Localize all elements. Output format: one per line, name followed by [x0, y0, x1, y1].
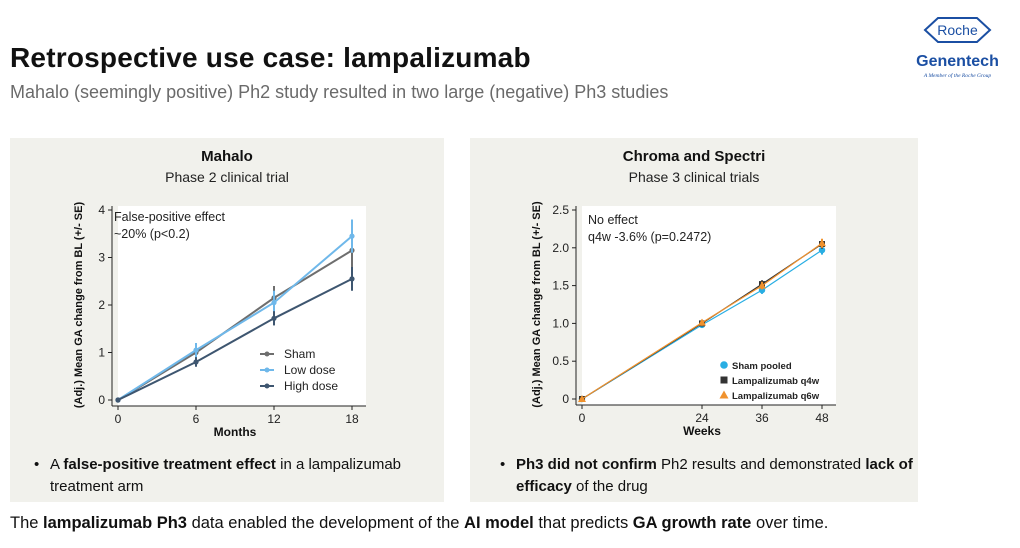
x-axis-label: Months [214, 425, 257, 439]
x-tick-label: 18 [345, 412, 359, 426]
roche-genentech-logo: Roche Genentech A Member of the Roche Gr… [916, 17, 999, 79]
y-tick-label: 2.0 [552, 241, 569, 255]
data-point [758, 281, 766, 289]
data-point [193, 347, 199, 353]
x-tick-label: 36 [755, 411, 769, 425]
legend-label: Low dose [284, 363, 336, 377]
y-tick-label: 3 [98, 251, 105, 265]
mahalo-subtitle: Phase 2 clinical trial [165, 169, 289, 185]
mahalo-panel: Mahalo Phase 2 clinical trial 0 1 2 3 4 0 6 12 1… [10, 138, 444, 502]
chroma-subtitle: Phase 3 clinical trials [628, 169, 760, 185]
legend-swatch [720, 361, 728, 369]
x-tick-label: 24 [695, 411, 709, 425]
legend-swatch-dot [264, 351, 270, 357]
annotation-line: q4w -3.6% (p=0.2472) [588, 230, 711, 244]
x-tick-label: 0 [115, 412, 122, 426]
chroma-chart: 0 0.5 1.0 1.5 2.0 2.5 0 24 36 48 Weeks (Adj.) Mean … [531, 201, 836, 438]
data-point [349, 233, 355, 239]
bullet-dot: • [34, 456, 40, 473]
chroma-bullet: • Ph3 did not confirm Ph2 results and dem… [500, 456, 913, 495]
legend-label: Sham [284, 347, 315, 361]
legend-label: High dose [284, 379, 338, 393]
data-point [818, 239, 826, 247]
data-point [115, 397, 121, 403]
legend-label: Lampalizumab q4w [732, 376, 820, 387]
chroma-spectri-panel: Chroma and Spectri Phase 3 clinical tria… [470, 138, 918, 502]
y-tick-label: 0 [98, 393, 105, 407]
page-subtitle: Mahalo (seemingly positive) Ph2 study re… [10, 82, 669, 102]
data-point [698, 318, 706, 326]
x-tick-label: 0 [579, 411, 586, 425]
y-tick-label: 1 [98, 346, 105, 360]
y-tick-label: 4 [98, 203, 105, 217]
annotation-line: ~20% (p<0.2) [114, 227, 190, 241]
x-axis-label: Weeks [683, 424, 721, 438]
bottom-statement: The lampalizumab Ph3 data enabled the de… [10, 514, 829, 532]
data-point [349, 276, 355, 282]
bullet-dot: • [500, 456, 506, 473]
y-tick-label: 1.5 [552, 279, 569, 293]
series-line [117, 278, 353, 401]
x-tick-label: 6 [193, 412, 200, 426]
series-line [117, 235, 353, 401]
y-tick-label: 0 [562, 392, 569, 406]
roche-logo-text: Roche [937, 22, 978, 38]
logo-tagline: A Member of the Roche Group [923, 72, 992, 79]
data-point [578, 395, 586, 402]
data-point [271, 315, 277, 321]
y-axis-label: (Adj.) Mean GA change from BL (+/- SE) [531, 201, 543, 408]
y-tick-label: 2 [98, 298, 105, 312]
legend-label: Sham pooled [732, 361, 792, 372]
page-title: Retrospective use case: lampalizumab [10, 42, 531, 73]
series-line [581, 249, 823, 400]
legend-swatch-dot [264, 367, 270, 373]
series-line [581, 242, 823, 400]
chroma-title: Chroma and Spectri [622, 148, 766, 165]
x-tick-label: 12 [267, 412, 281, 426]
y-tick-label: 0.5 [552, 354, 569, 368]
data-point [271, 300, 277, 306]
annotation-line: No effect [588, 213, 638, 227]
mahalo-title: Mahalo [201, 148, 253, 165]
y-tick-label: 1.0 [552, 316, 569, 330]
legend-swatch [719, 390, 729, 399]
data-point [818, 246, 826, 254]
data-point [193, 359, 199, 365]
x-tick-label: 48 [815, 411, 829, 425]
legend-swatch-dot [264, 383, 270, 389]
legend-swatch [720, 376, 728, 384]
annotation-line: False-positive effect [114, 210, 225, 224]
genentech-logo-text: Genentech [916, 53, 999, 70]
y-tick-label: 2.5 [552, 203, 569, 217]
y-axis-label: (Adj.) Mean GA change from BL (+/- SE) [73, 202, 85, 409]
mahalo-bullet: • A false-positive treatment effect in a … [34, 456, 401, 495]
legend-label: Lampalizumab q6w [732, 391, 820, 402]
